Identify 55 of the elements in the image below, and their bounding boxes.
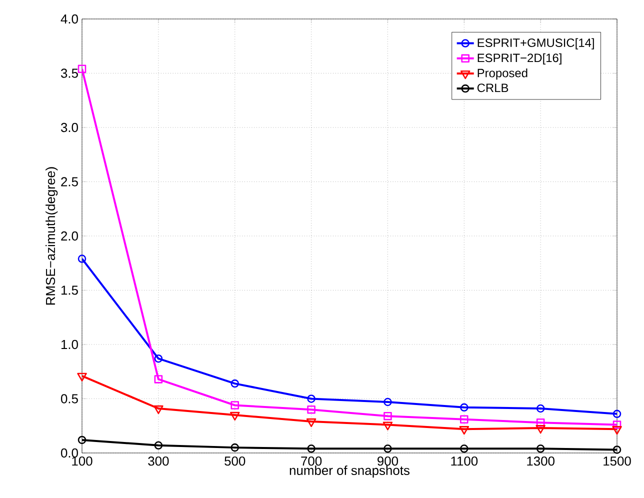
point — [612, 410, 622, 418]
point — [384, 412, 392, 420]
point — [78, 436, 86, 444]
point — [459, 426, 470, 435]
point — [154, 441, 163, 450]
point — [77, 372, 87, 382]
y-tick-label: 1.0 — [61, 340, 78, 350]
point — [154, 405, 164, 414]
x-tick-label: 700 — [301, 456, 322, 466]
point — [307, 394, 316, 403]
legend-label: ESPRIT−2D[16] — [478, 53, 562, 64]
x-tick-label: 100 — [72, 456, 92, 466]
point — [306, 418, 316, 428]
point — [612, 420, 622, 429]
point — [154, 354, 163, 363]
point — [536, 424, 546, 434]
point — [612, 426, 622, 435]
y-tick-label: 0.5 — [60, 394, 78, 404]
point — [230, 412, 240, 421]
point — [536, 418, 545, 427]
point — [230, 379, 240, 388]
y-tick-label: 3.0 — [60, 122, 78, 132]
x-tick-label: 1500 — [604, 456, 631, 466]
point — [154, 375, 163, 384]
x-axis-title: number of snapshots — [290, 466, 410, 478]
point — [382, 422, 393, 430]
point — [460, 415, 468, 424]
point — [78, 64, 86, 74]
x-tick-label: 900 — [378, 456, 398, 466]
legend-label: CRLB — [477, 84, 508, 92]
y-tick-label: 0.0 — [60, 448, 78, 458]
y-tick-label: 4.0 — [60, 14, 78, 24]
y-tick-label: 1.5 — [61, 286, 78, 295]
point — [230, 443, 240, 452]
point — [536, 444, 545, 453]
point — [307, 444, 316, 453]
point — [536, 404, 545, 413]
point — [307, 405, 316, 414]
legend-label: Proposed — [478, 68, 528, 80]
point — [230, 401, 240, 410]
point — [384, 444, 392, 453]
y-tick-label: 2.0 — [61, 231, 78, 241]
x-tick-label: 300 — [148, 456, 169, 466]
point — [612, 446, 622, 454]
point — [460, 444, 468, 453]
y-tick-label: 3.5 — [60, 68, 78, 78]
y-tick-label: 2.5 — [61, 177, 78, 186]
point — [78, 254, 86, 263]
x-tick-label: 1300 — [527, 456, 554, 466]
x-tick-label: 500 — [224, 456, 246, 466]
y-axis-title: RMSE−azimuth(degree) — [46, 167, 58, 305]
legend-label: ESPRIT+GMUSIC[14] — [478, 38, 594, 50]
point — [460, 403, 468, 412]
point — [384, 398, 392, 406]
x-tick-label: 1100 — [451, 456, 478, 466]
